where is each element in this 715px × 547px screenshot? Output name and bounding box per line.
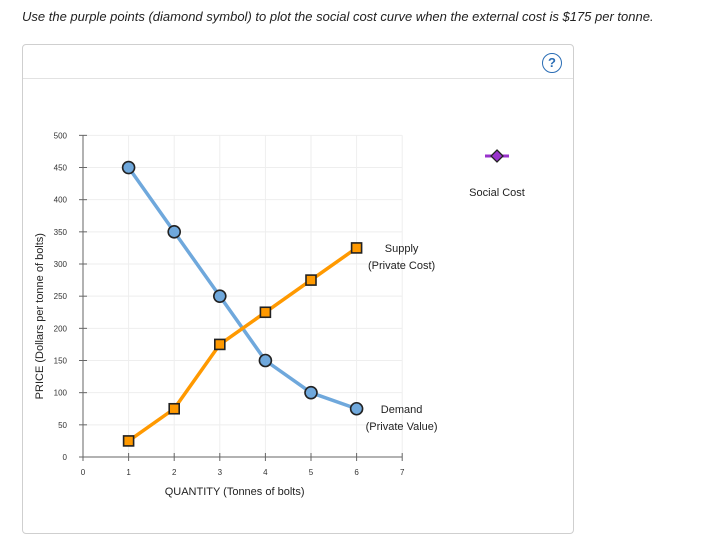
- supply-point[interactable]: [122, 435, 135, 447]
- x-tick-label: 6: [354, 468, 359, 477]
- x-tick-label: 5: [309, 468, 314, 477]
- y-tick-label: 150: [54, 357, 68, 366]
- y-tick-label: 300: [54, 260, 68, 269]
- x-tick-label: 4: [263, 468, 268, 477]
- y-tick-label: 50: [58, 421, 67, 430]
- y-tick-label: 400: [54, 196, 68, 205]
- supply-point[interactable]: [214, 338, 226, 351]
- demand-point[interactable]: [121, 160, 136, 175]
- y-axis-label: PRICE (Dollars per tonne of bolts): [34, 233, 46, 399]
- demand-curve-label: Demand: [381, 404, 423, 416]
- y-tick-label: 250: [54, 292, 68, 301]
- demand-point[interactable]: [258, 353, 273, 368]
- x-tick-label: 3: [218, 468, 223, 477]
- supply-curve-label: (Private Cost): [368, 260, 435, 272]
- supply-point[interactable]: [168, 402, 180, 415]
- x-tick-label: 0: [81, 468, 86, 477]
- social-cost-diamond-icon[interactable]: [490, 149, 504, 163]
- y-tick-label: 450: [54, 164, 68, 173]
- demand-point[interactable]: [304, 385, 318, 400]
- supply-curve-label: Supply: [385, 243, 419, 255]
- demand-point[interactable]: [213, 289, 227, 303]
- panel-header: ?: [23, 45, 573, 79]
- supply-point[interactable]: [259, 306, 272, 319]
- y-tick-label: 350: [54, 228, 68, 237]
- x-tick-label: 7: [400, 468, 405, 477]
- y-tick-label: 0: [63, 453, 68, 462]
- instruction-text: Use the purple points (diamond symbol) t…: [22, 9, 654, 24]
- x-axis-label: QUANTITY (Tonnes of bolts): [165, 486, 305, 498]
- social-cost-tool-label: Social Cost: [469, 187, 525, 199]
- supply-point[interactable]: [305, 274, 317, 286]
- demand-point[interactable]: [167, 225, 181, 239]
- y-tick-label: 500: [54, 131, 68, 140]
- demand-curve-label: (Private Value): [366, 421, 438, 433]
- help-button[interactable]: ?: [542, 53, 562, 73]
- supply-line: [127, 246, 358, 443]
- x-tick-label: 1: [126, 468, 131, 477]
- supply-point[interactable]: [350, 242, 363, 254]
- y-tick-label: 200: [54, 324, 68, 333]
- x-tick-label: 2: [172, 468, 177, 477]
- y-tick-label: 100: [54, 389, 68, 398]
- demand-line: [127, 166, 358, 411]
- demand-point[interactable]: [349, 401, 364, 416]
